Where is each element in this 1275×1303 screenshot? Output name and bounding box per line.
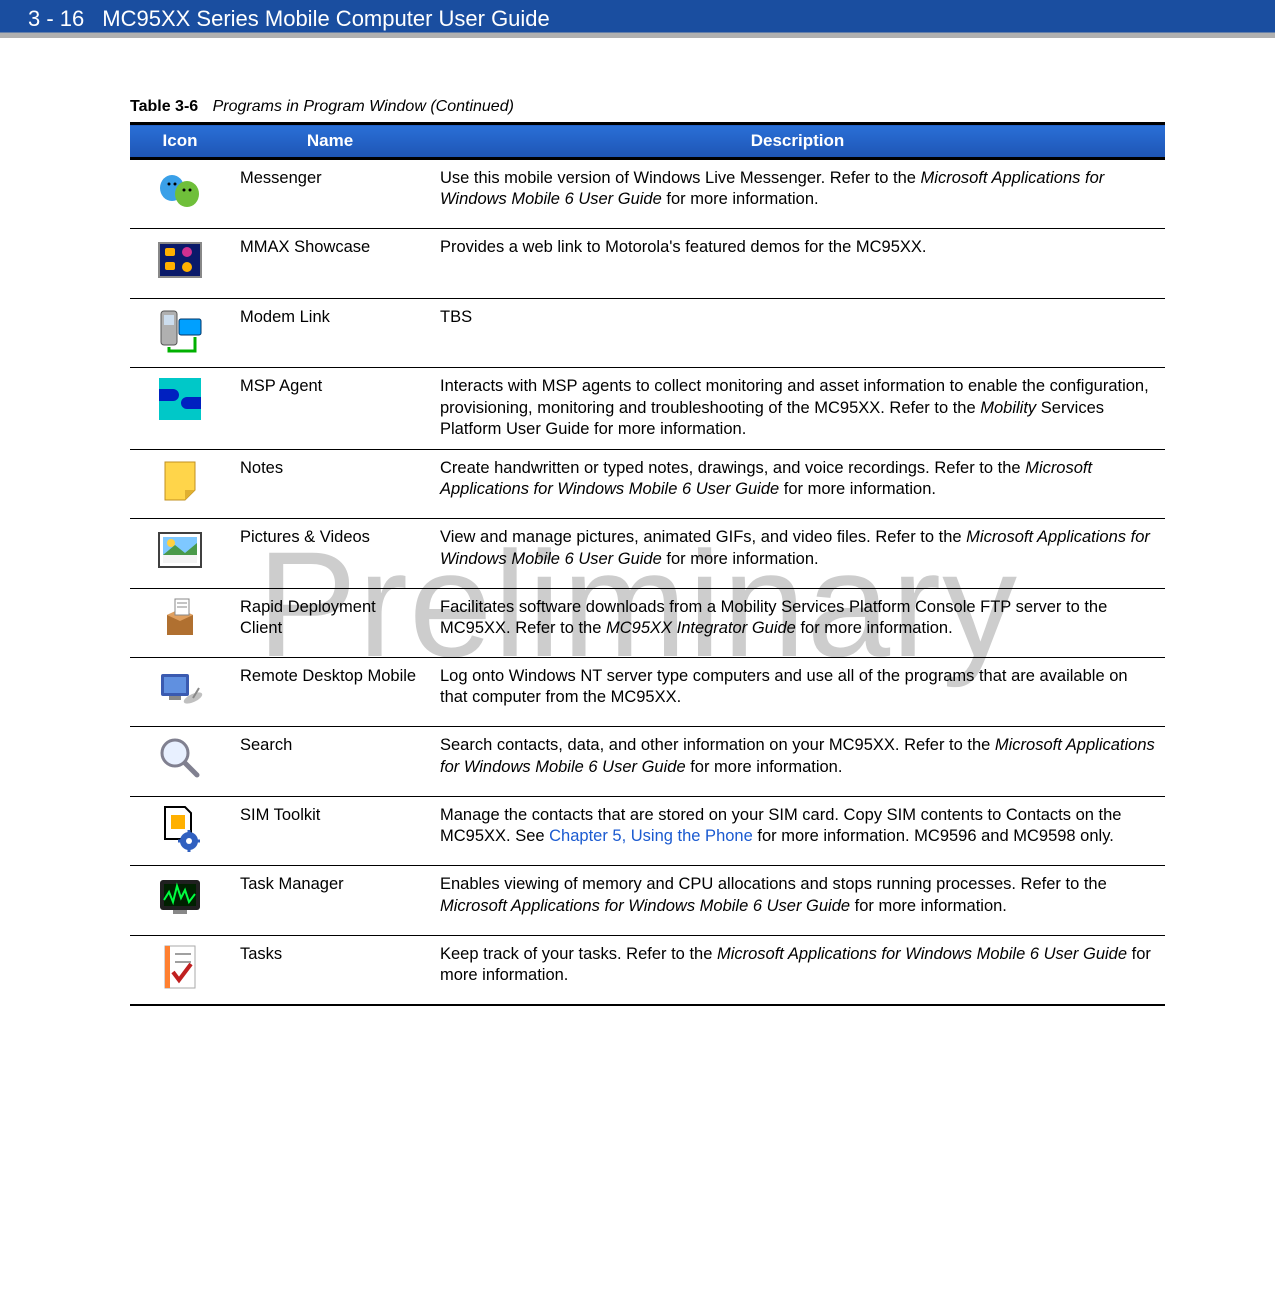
mmax-icon [130,229,230,298]
table-row: SearchSearch contacts, data, and other i… [130,727,1165,796]
col-header-icon: Icon [130,124,230,159]
pictures-icon [130,519,230,588]
page-header: 3 - 16 MC95XX Series Mobile Computer Use… [0,0,1275,38]
italic-reference: Mobility [980,399,1036,417]
italic-reference: Microsoft Applications for Windows Mobil… [440,459,1092,498]
table-title: Programs in Program Window (Continued) [213,98,514,115]
col-header-name: Name [230,124,430,159]
program-description: Keep track of your tasks. Refer to the M… [430,935,1165,1005]
program-description: Create handwritten or typed notes, drawi… [430,449,1165,518]
tasks-icon [130,935,230,1005]
program-name: MMAX Showcase [230,229,430,298]
sim-icon [130,796,230,865]
program-name: Rapid Deployment Client [230,588,430,657]
table-row: Modem LinkTBS [130,298,1165,367]
italic-reference: Microsoft Applications for Windows Mobil… [440,897,850,915]
program-name: MSP Agent [230,368,430,449]
content-area: Preliminary Table 3-6 Programs in Progra… [0,38,1275,1046]
program-description: Interacts with MSP agents to collect mon… [430,368,1165,449]
program-name: Search [230,727,430,796]
program-description: Provides a web link to Motorola's featur… [430,229,1165,298]
program-name: Messenger [230,159,430,229]
page-number: 3 - 16 [28,6,84,32]
rdesktop-icon [130,657,230,726]
modemlink-icon [130,298,230,367]
program-name: Pictures & Videos [230,519,430,588]
rapid-icon [130,588,230,657]
italic-reference: Microsoft Applications for Windows Mobil… [440,528,1150,567]
taskmgr-icon [130,866,230,935]
program-description: Manage the contacts that are stored on y… [430,796,1165,865]
program-name: Tasks [230,935,430,1005]
table-row: Task ManagerEnables viewing of memory an… [130,866,1165,935]
program-description: TBS [430,298,1165,367]
table-row: Remote Desktop MobileLog onto Windows NT… [130,657,1165,726]
program-name: Task Manager [230,866,430,935]
table-row: NotesCreate handwritten or typed notes, … [130,449,1165,518]
italic-reference: MC95XX Integrator Guide [606,619,796,637]
table-row: SIM ToolkitManage the contacts that are … [130,796,1165,865]
italic-reference: Microsoft Applications for Windows Mobil… [717,945,1127,963]
table-number: Table 3-6 [130,98,198,115]
program-description: Enables viewing of memory and CPU alloca… [430,866,1165,935]
col-header-description: Description [430,124,1165,159]
header-title: MC95XX Series Mobile Computer User Guide [102,6,550,32]
program-description: View and manage pictures, animated GIFs,… [430,519,1165,588]
chapter-link[interactable]: Chapter 5, Using the Phone [549,827,753,845]
mspagent-icon [130,368,230,449]
program-description: Use this mobile version of Windows Live … [430,159,1165,229]
italic-reference: Microsoft Applications for Windows Mobil… [440,169,1104,208]
program-description: Facilitates software downloads from a Mo… [430,588,1165,657]
table-row: MessengerUse this mobile version of Wind… [130,159,1165,229]
table-caption: Table 3-6 Programs in Program Window (Co… [130,98,1165,116]
table-row: Rapid Deployment ClientFacilitates softw… [130,588,1165,657]
program-name: Notes [230,449,430,518]
table-row: MSP AgentInteracts with MSP agents to co… [130,368,1165,449]
programs-table: Icon Name Description MessengerUse this … [130,122,1165,1006]
table-row: MMAX ShowcaseProvides a web link to Moto… [130,229,1165,298]
table-row: TasksKeep track of your tasks. Refer to … [130,935,1165,1005]
program-name: Modem Link [230,298,430,367]
program-name: Remote Desktop Mobile [230,657,430,726]
search-icon [130,727,230,796]
program-description: Search contacts, data, and other informa… [430,727,1165,796]
table-header-row: Icon Name Description [130,124,1165,159]
messenger-icon [130,159,230,229]
table-row: Pictures & VideosView and manage picture… [130,519,1165,588]
program-name: SIM Toolkit [230,796,430,865]
program-description: Log onto Windows NT server type computer… [430,657,1165,726]
notes-icon [130,449,230,518]
italic-reference: Microsoft Applications for Windows Mobil… [440,736,1155,775]
